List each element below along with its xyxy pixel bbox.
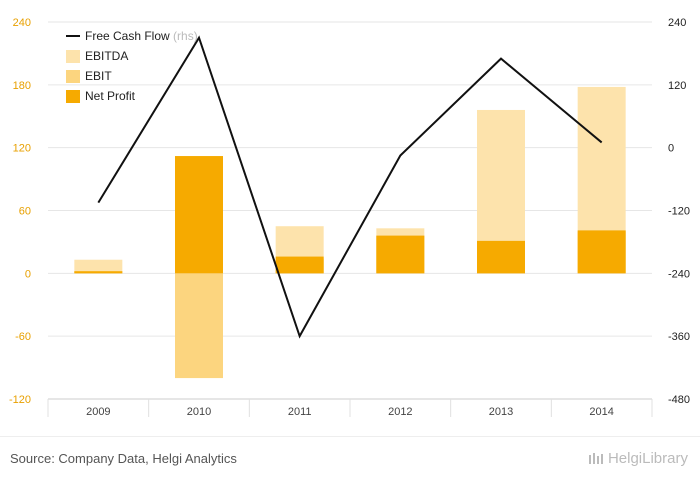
right-axis-tick-label: -360 xyxy=(668,331,690,343)
right-axis-tick-label: 240 xyxy=(668,17,686,29)
chart: 240 180 120 60 0 -60 -120 240 120 0 -120 -240 -360 -4… xyxy=(9,17,690,418)
right-axis-tick-label: 120 xyxy=(668,80,686,92)
left-axis-tick-label: -120 xyxy=(9,394,31,406)
right-axis-tick-label: -480 xyxy=(668,394,690,406)
bar-net-profit xyxy=(275,256,324,274)
x-axis-tick-label: 2013 xyxy=(489,406,513,418)
x-axis-tick-label: 2014 xyxy=(589,406,613,418)
bar-net-profit xyxy=(175,156,223,274)
library-icon xyxy=(588,453,603,464)
legend-box-swatch xyxy=(66,90,80,103)
bar-net-profit xyxy=(477,240,525,274)
left-axis-tick-label: -60 xyxy=(15,331,31,343)
right-axis-tick-label: 0 xyxy=(668,143,674,155)
legend-label: Free Cash Flow (rhs) xyxy=(85,29,198,43)
legend-label: Net Profit xyxy=(85,89,136,103)
bar-net-profit xyxy=(376,235,425,274)
legend-label: EBITDA xyxy=(85,49,128,63)
x-axis-tick-label: 2011 xyxy=(288,406,312,418)
line-free-cash-flow xyxy=(97,35,603,339)
left-axis-tick-label: 60 xyxy=(19,206,31,218)
left-axis-tick-label: 120 xyxy=(13,143,31,155)
left-axis-tick-label: 180 xyxy=(13,80,31,92)
left-axis-tick-label: 240 xyxy=(13,17,31,29)
bar-net-profit xyxy=(577,230,626,274)
bar-net-profit xyxy=(74,271,123,274)
footer-divider xyxy=(0,436,700,437)
brand-logo: HelgiLibrary xyxy=(588,450,688,467)
x-axis-tick-label: 2010 xyxy=(187,406,211,418)
brand-name: HelgiLibrary xyxy=(607,450,688,467)
legend-box-swatch xyxy=(66,70,80,83)
x-axis-tick-label: 2009 xyxy=(86,406,110,418)
left-axis-tick-label: 0 xyxy=(25,268,31,280)
right-axis-tick-label: -240 xyxy=(668,268,690,280)
x-axis-tick-label: 2012 xyxy=(388,406,412,418)
legend-label: EBIT xyxy=(85,69,112,83)
source-note: Source: Company Data, Helgi Analytics xyxy=(10,451,237,466)
right-axis-tick-label: -120 xyxy=(668,206,690,218)
bar-ebit xyxy=(175,273,223,379)
legend-box-swatch xyxy=(66,50,80,63)
bar-ebitda xyxy=(74,259,123,274)
